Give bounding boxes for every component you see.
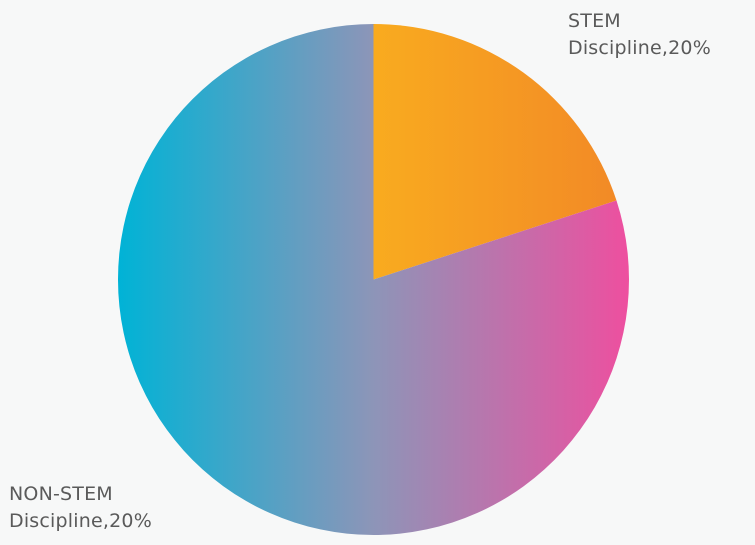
slice-label-non-stem-line-1: NON-STEM: [9, 483, 113, 505]
slice-label-non-stem: NON-STEM Discipline,20%: [9, 481, 152, 535]
slice-label-stem: STEM Discipline,20%: [568, 8, 711, 62]
pie-slice-non-stem: [117, 23, 629, 535]
pie-slice-stem: [373, 24, 617, 280]
slice-label-non-stem-line-2: Discipline,20%: [9, 510, 152, 532]
slice-label-stem-line-2: Discipline,20%: [568, 37, 711, 59]
slice-label-stem-line-1: STEM: [568, 10, 621, 32]
